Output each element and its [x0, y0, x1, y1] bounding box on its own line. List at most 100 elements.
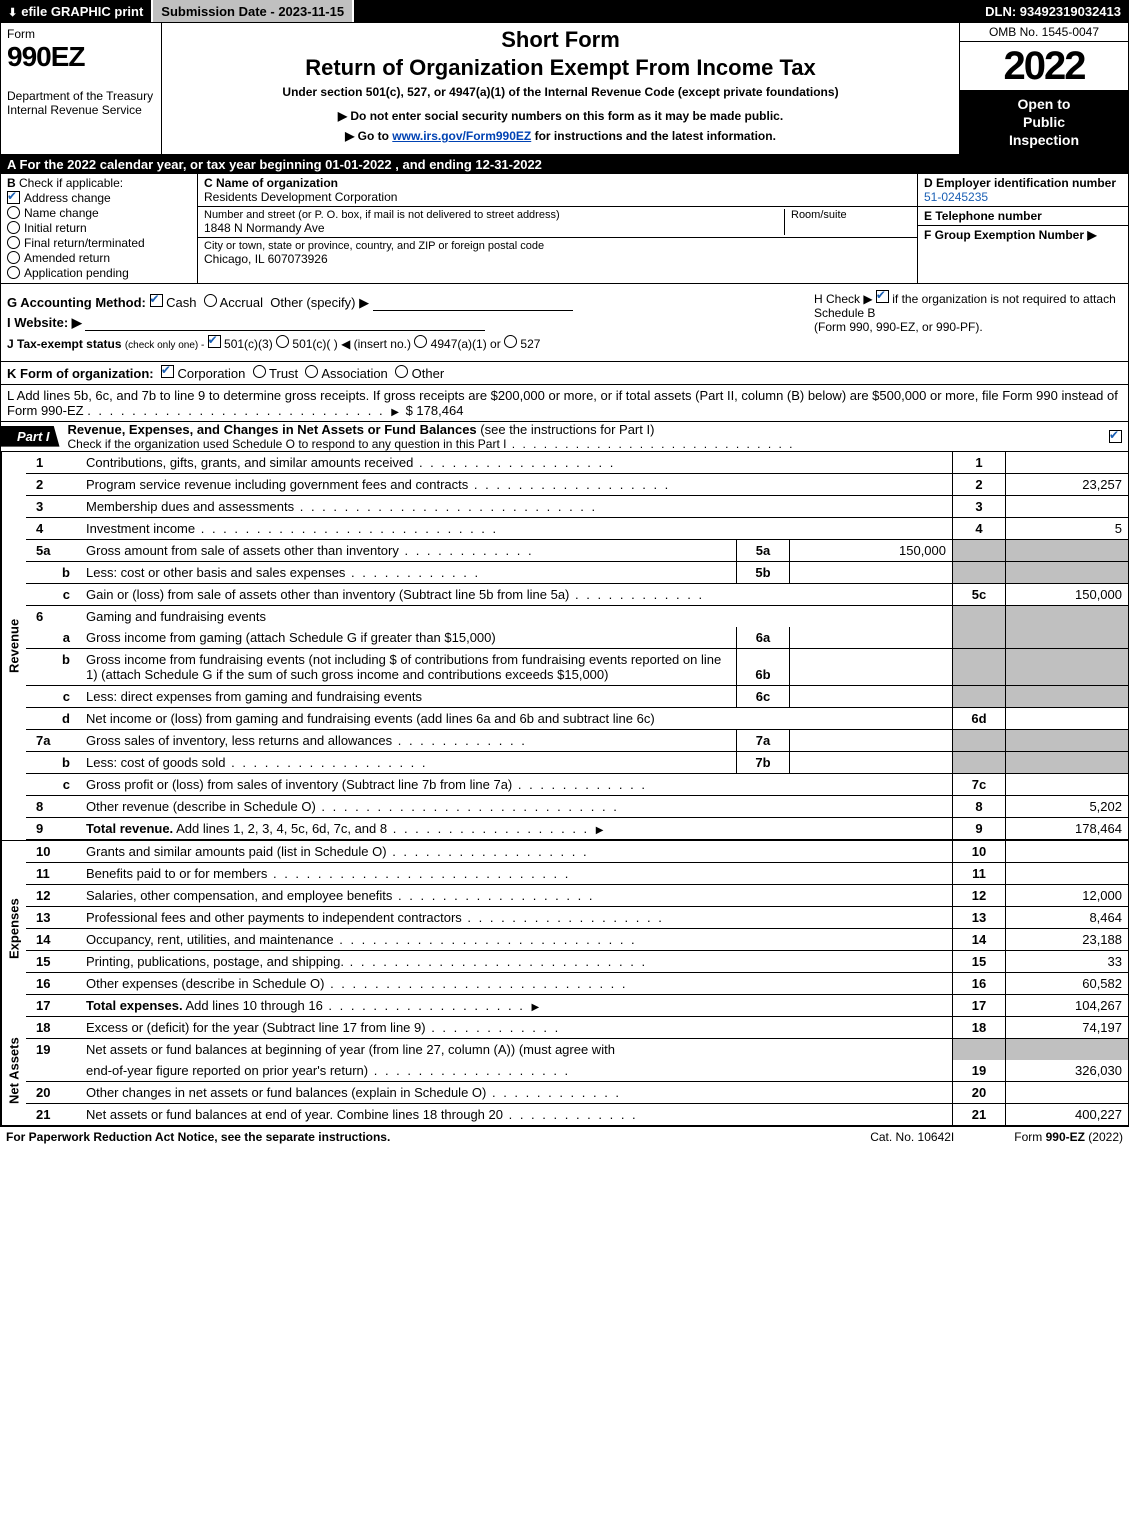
goto-line: ▶ Go to www.irs.gov/Form990EZ for instru…	[170, 129, 951, 143]
l6-num: 6	[26, 605, 80, 627]
l17-num: 17	[26, 994, 80, 1016]
expenses-section: Expenses 10Grants and similar amounts pa…	[0, 840, 1129, 1017]
efile-print-button[interactable]: efile GRAPHIC print	[0, 0, 153, 22]
j-opt2: 501(c)( ) ◀ (insert no.)	[292, 337, 411, 351]
l17-rbox: 17	[953, 994, 1006, 1016]
col-gij: G Accounting Method: Cash Accrual Other …	[1, 284, 808, 361]
form-title-block: Short Form Return of Organization Exempt…	[162, 23, 960, 154]
l18-rbox: 18	[953, 1017, 1006, 1039]
l11-desc: Benefits paid to or for members	[86, 866, 267, 881]
l16-desc: Other expenses (describe in Schedule O)	[86, 976, 324, 991]
b-checkbox-5[interactable]	[7, 266, 20, 279]
revenue-vlabel: Revenue	[1, 452, 26, 840]
l7b-rval	[1006, 751, 1129, 773]
l2-num: 2	[26, 473, 80, 495]
schedule-o-checkbox[interactable]	[1109, 430, 1122, 443]
inspect-line3: Inspection	[960, 131, 1128, 149]
block-ghij: G Accounting Method: Cash Accrual Other …	[0, 284, 1129, 362]
l20-rbox: 20	[953, 1081, 1006, 1103]
accrual-radio[interactable]	[204, 294, 217, 307]
b-label-4: Amended return	[24, 251, 110, 265]
line-i: I Website: ▶	[7, 315, 802, 331]
form-header: Form 990EZ Department of the Treasury In…	[0, 22, 1129, 155]
h-line3: (Form 990, 990-EZ, or 990-PF).	[814, 320, 983, 334]
l6a-num: a	[26, 627, 80, 649]
b-checkbox-line: Final return/terminated	[7, 236, 191, 250]
b-checkbox-0[interactable]	[7, 191, 20, 204]
other-radio[interactable]	[395, 365, 408, 378]
corporation-checkbox[interactable]	[161, 365, 174, 378]
website-input[interactable]	[85, 316, 485, 331]
l12-desc: Salaries, other compensation, and employ…	[86, 888, 392, 903]
l11-num: 11	[26, 862, 80, 884]
501c-radio[interactable]	[276, 335, 289, 348]
l3-rbox: 3	[953, 495, 1006, 517]
goto-prefix: ▶ Go to	[345, 129, 392, 143]
b-checkbox-1[interactable]	[7, 206, 20, 219]
org-name: Residents Development Corporation	[204, 190, 911, 204]
l7c-rbox: 7c	[953, 773, 1006, 795]
b-label-1: Name change	[24, 206, 99, 220]
l6a-mval	[790, 627, 953, 649]
l14-rbox: 14	[953, 928, 1006, 950]
l19-rval: 326,030	[1006, 1060, 1129, 1082]
l18-num: 18	[26, 1017, 80, 1039]
schedule-b-checkbox[interactable]	[876, 290, 889, 303]
b-checkbox-3[interactable]	[7, 236, 20, 249]
k-assoc: Association	[321, 366, 387, 381]
efile-label: efile GRAPHIC print	[21, 4, 143, 19]
l5b-num: b	[26, 561, 80, 583]
4947-radio[interactable]	[414, 335, 427, 348]
l20-rval	[1006, 1081, 1129, 1103]
cash-checkbox[interactable]	[150, 294, 163, 307]
l4-rval: 5	[1006, 517, 1129, 539]
l7a-num: 7a	[26, 729, 80, 751]
l5b-rbox	[953, 561, 1006, 583]
l7b-mval	[790, 751, 953, 773]
b-label-3: Final return/terminated	[24, 236, 145, 250]
b-header: Check if applicable:	[19, 176, 123, 190]
irs-link[interactable]: www.irs.gov/Form990EZ	[392, 129, 531, 143]
l2-rval: 23,257	[1006, 473, 1129, 495]
b-label-0: Address change	[24, 191, 111, 205]
b-checkbox-line: Initial return	[7, 221, 191, 235]
association-radio[interactable]	[305, 365, 318, 378]
l12-num: 12	[26, 884, 80, 906]
l10-num: 10	[26, 841, 80, 863]
omb-number: OMB No. 1545-0047	[960, 23, 1128, 42]
b-checkbox-2[interactable]	[7, 221, 20, 234]
footer-form-prefix: Form	[1014, 1130, 1045, 1144]
revenue-table: 1Contributions, gifts, grants, and simil…	[26, 452, 1128, 840]
l7a-desc: Gross sales of inventory, less returns a…	[86, 733, 392, 748]
city-value: Chicago, IL 607073926	[204, 252, 911, 266]
l5a-mbox: 5a	[737, 539, 790, 561]
l10-rbox: 10	[953, 841, 1006, 863]
trust-radio[interactable]	[253, 365, 266, 378]
line-j: J Tax-exempt status (check only one) - 5…	[7, 335, 802, 351]
open-inspection: Open to Public Inspection	[960, 91, 1128, 154]
527-radio[interactable]	[504, 335, 517, 348]
netassets-table: 18 Excess or (deficit) for the year (Subt…	[26, 1017, 1128, 1125]
inspect-line1: Open to	[960, 95, 1128, 113]
part1-header: Part I Revenue, Expenses, and Changes in…	[0, 422, 1129, 452]
other-specify-input[interactable]	[373, 296, 573, 311]
b-checkbox-4[interactable]	[7, 251, 20, 264]
l4-num: 4	[26, 517, 80, 539]
ein-label: D Employer identification number	[924, 176, 1116, 190]
footer-form-year: (2022)	[1085, 1130, 1123, 1144]
l-amount: $ 178,464	[406, 403, 464, 418]
l6b-mbox: 6b	[737, 648, 790, 685]
l19-desc: Net assets or fund balances at beginning…	[80, 1038, 953, 1060]
expenses-table: 10Grants and similar amounts paid (list …	[26, 841, 1128, 1017]
h-line1: H Check ▶	[814, 292, 873, 306]
501c3-checkbox[interactable]	[208, 335, 221, 348]
l10-rval	[1006, 841, 1129, 863]
l18-desc: Excess or (deficit) for the year (Subtra…	[86, 1020, 426, 1035]
l14-desc: Occupancy, rent, utilities, and maintena…	[86, 932, 334, 947]
l19-rval-shade	[1006, 1038, 1129, 1060]
l5c-desc: Gain or (loss) from sale of assets other…	[86, 587, 569, 602]
part1-subtitle: Check if the organization used Schedule …	[68, 437, 507, 451]
l6-rval	[1006, 605, 1129, 627]
l6d-rbox: 6d	[953, 707, 1006, 729]
l2-rbox: 2	[953, 473, 1006, 495]
